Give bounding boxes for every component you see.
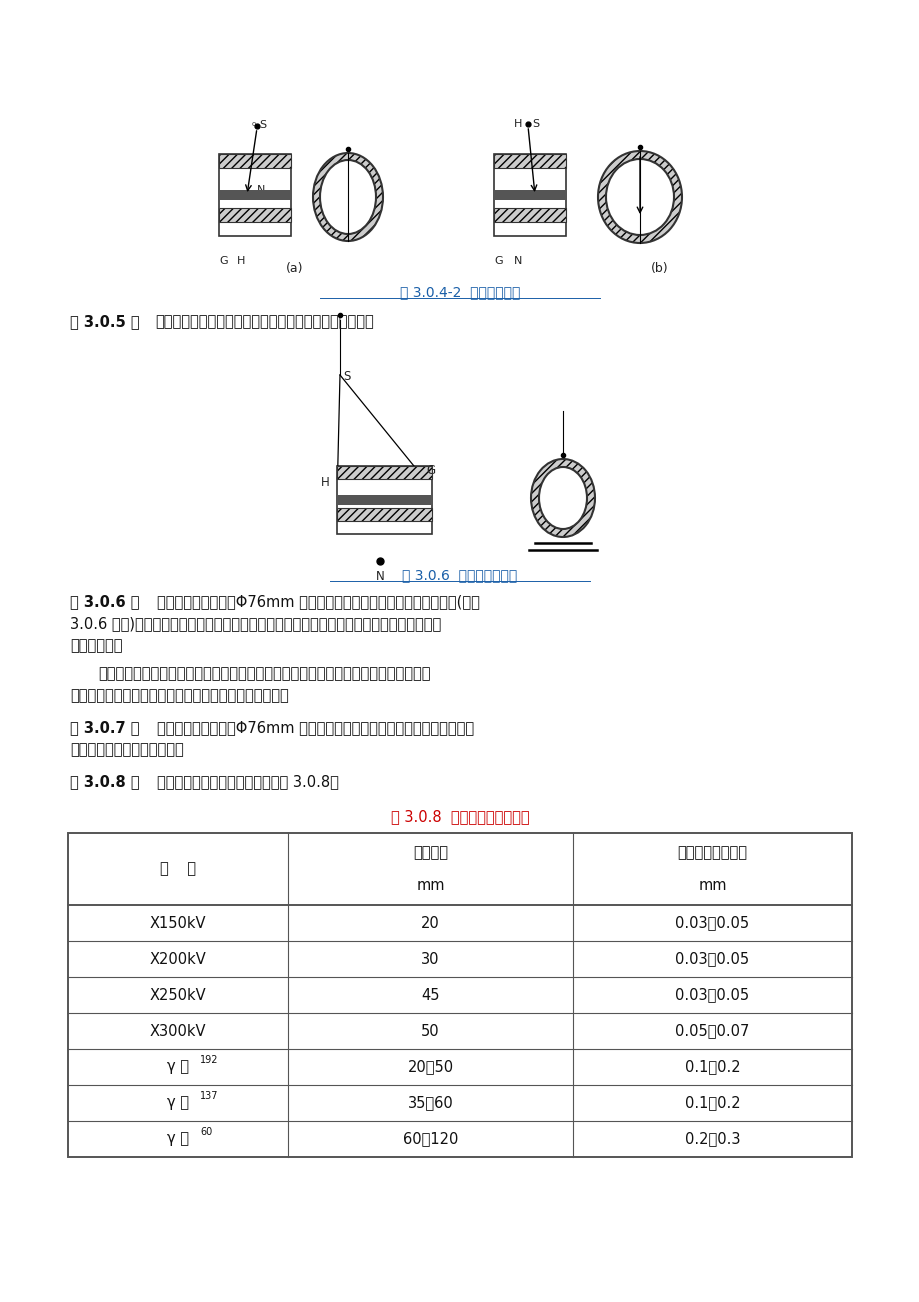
Text: G: G [494, 256, 503, 266]
Text: H: H [236, 256, 245, 266]
Text: H: H [513, 118, 522, 129]
Text: 50: 50 [421, 1023, 439, 1039]
Text: 呈椭圆形状。: 呈椭圆形状。 [70, 638, 122, 654]
Text: 35～60: 35～60 [407, 1095, 453, 1111]
Text: 137: 137 [199, 1091, 219, 1101]
Text: 60～120: 60～120 [403, 1131, 458, 1147]
Text: (a): (a) [286, 262, 303, 275]
Text: 0.03～0.05: 0.03～0.05 [675, 915, 749, 931]
Text: 60: 60 [199, 1128, 212, 1137]
Text: (b): (b) [651, 262, 668, 275]
Text: 0.03～0.05: 0.03～0.05 [675, 952, 749, 966]
Text: 192: 192 [199, 1055, 219, 1065]
Text: 采用一次椭圆透照时，射线方向与焊缝纵断面夹角的选择，应以焊缝的投影不重迭为原: 采用一次椭圆透照时，射线方向与焊缝纵断面夹角的选择，应以焊缝的投影不重迭为原 [98, 667, 430, 681]
Text: G: G [425, 465, 435, 478]
Text: 45: 45 [421, 987, 439, 1003]
Ellipse shape [312, 154, 382, 241]
Text: H: H [321, 475, 330, 488]
Text: mm: mm [415, 878, 444, 892]
Bar [219, 154, 290, 168]
Bar [219, 154, 290, 168]
Text: X150kV: X150kV [150, 915, 206, 931]
Text: 对火力发电厂管道对接焊缝透照时，必须透照整条环缝。: 对火力发电厂管道对接焊缝透照时，必须透照整条环缝。 [154, 315, 373, 329]
Bar [337, 466, 432, 479]
Text: G: G [220, 256, 228, 266]
Text: 第 3.0.6 条: 第 3.0.6 条 [70, 595, 140, 609]
Text: 0.1～0.2: 0.1～0.2 [684, 1095, 740, 1111]
Text: S: S [343, 371, 350, 384]
Text: 图 3.0.6  椭圆透照示意图: 图 3.0.6 椭圆透照示意图 [402, 568, 517, 582]
Bar [219, 208, 290, 223]
Text: 图 3.0.4-2  外透法示意图: 图 3.0.4-2 外透法示意图 [400, 285, 519, 299]
Text: o: o [252, 121, 255, 128]
Text: 0.2～0.3: 0.2～0.3 [684, 1131, 740, 1147]
Text: N: N [256, 185, 265, 195]
Ellipse shape [320, 160, 376, 234]
Bar [337, 508, 432, 521]
Text: S: S [532, 118, 539, 129]
Text: 3.0.6 所示)，即将射源置于管子焊缝的一侧适当位置，利用外透法，使焊缝在胶片上的投影: 3.0.6 所示)，即将射源置于管子焊缝的一侧适当位置，利用外透法，使焊缝在胶片… [70, 617, 441, 631]
Text: 射    源: 射 源 [160, 862, 196, 876]
Text: 0.05～0.07: 0.05～0.07 [675, 1023, 749, 1039]
Text: 0.03～0.05: 0.03～0.05 [675, 987, 749, 1003]
Bar [219, 190, 290, 201]
Text: 当用外透法透照大于Φ76mm 的管道焊缝时，一般按管道的周长进行分段透: 当用外透法透照大于Φ76mm 的管道焊缝时，一般按管道的周长进行分段透 [157, 720, 473, 736]
Text: γ 铱: γ 铱 [167, 1060, 188, 1074]
Text: 照，以保证焊缝全长不漏检。: 照，以保证焊缝全长不漏检。 [70, 742, 184, 758]
Text: X200kV: X200kV [150, 952, 206, 966]
Text: 采用铅箔增感屏时，推荐厚度如表 3.0.8。: 采用铅箔增感屏时，推荐厚度如表 3.0.8。 [157, 775, 338, 789]
Bar [337, 495, 432, 505]
Bar [68, 833, 851, 1157]
Text: 前、后增感屏厚度: 前、后增感屏厚度 [676, 845, 746, 861]
Text: 20～50: 20～50 [407, 1060, 453, 1074]
Text: 20: 20 [421, 915, 439, 931]
Bar [337, 466, 432, 534]
Ellipse shape [530, 460, 595, 536]
Text: 第 3.0.8 条: 第 3.0.8 条 [70, 775, 140, 789]
Text: 则，且要求焊缝成像的内侧距离不小于任一侧焊缝宽度。: 则，且要求焊缝成像的内侧距离不小于任一侧焊缝宽度。 [70, 689, 289, 703]
Ellipse shape [606, 159, 674, 234]
Bar [219, 208, 290, 223]
Ellipse shape [597, 151, 681, 243]
Text: 对于管径等于或小于Φ76mm 的管子焊缝，可采用一次椭圆透照法透照(如图: 对于管径等于或小于Φ76mm 的管子焊缝，可采用一次椭圆透照法透照(如图 [157, 595, 480, 609]
Bar [337, 466, 432, 479]
Bar [494, 190, 565, 201]
Text: 30: 30 [421, 952, 439, 966]
Bar [219, 154, 290, 236]
Text: 0.1～0.2: 0.1～0.2 [684, 1060, 740, 1074]
Text: γ 铯: γ 铯 [167, 1095, 188, 1111]
Text: 表 3.0.8  铅箔增感屏推荐厚度: 表 3.0.8 铅箔增感屏推荐厚度 [391, 810, 528, 824]
Bar [494, 154, 565, 236]
Bar [494, 154, 565, 168]
Text: γ 钴: γ 钴 [167, 1131, 188, 1147]
Text: N: N [375, 570, 384, 583]
Text: S: S [259, 120, 266, 130]
Text: mm: mm [698, 878, 726, 892]
Bar [494, 208, 565, 223]
Bar [494, 208, 565, 223]
Text: 第 3.0.5 条: 第 3.0.5 条 [70, 315, 140, 329]
Text: 穿透厚度: 穿透厚度 [413, 845, 448, 861]
Text: N: N [513, 256, 522, 266]
Text: 第 3.0.7 条: 第 3.0.7 条 [70, 720, 140, 736]
Bar [337, 508, 432, 521]
Bar [494, 154, 565, 168]
Text: X250kV: X250kV [150, 987, 206, 1003]
Ellipse shape [539, 467, 586, 529]
Text: X300kV: X300kV [150, 1023, 206, 1039]
